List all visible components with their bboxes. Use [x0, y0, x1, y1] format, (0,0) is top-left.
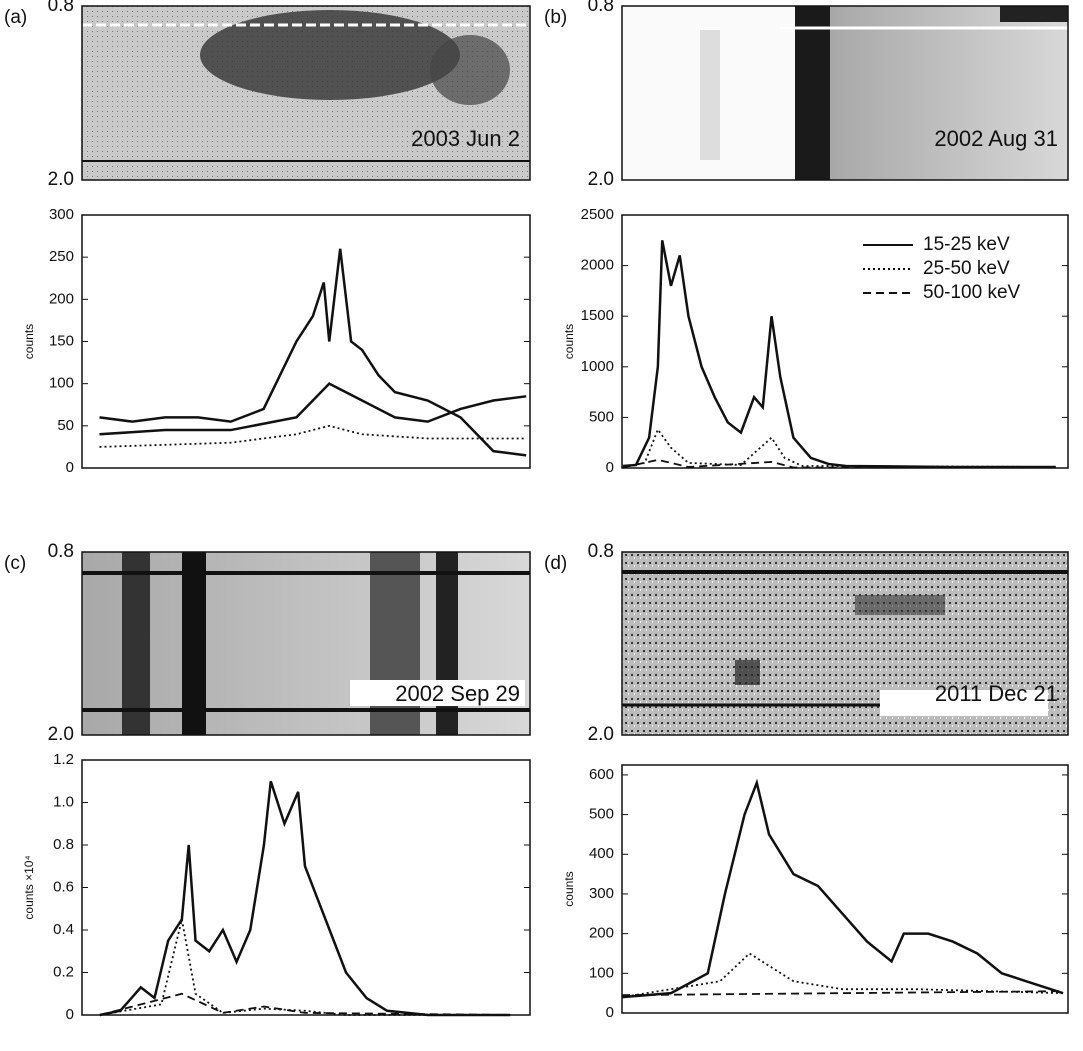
y-tick-label: 1.2 — [53, 751, 74, 768]
y-tick-label: 0 — [66, 1006, 74, 1023]
y-tick-label: 2500 — [581, 206, 614, 223]
y-tick-label: 0.6 — [53, 878, 74, 895]
legend-label: 25-50 keV — [923, 258, 1010, 279]
y-tick-label: 2000 — [581, 257, 614, 274]
data-line — [99, 382, 527, 436]
plot-frame — [81, 551, 531, 736]
panel-label: (a) — [4, 7, 27, 28]
y-tick-label: 0 — [66, 459, 74, 476]
data-line — [622, 458, 1056, 469]
y-axis-label: counts — [562, 324, 576, 359]
data-line — [621, 778, 1064, 999]
date-annotation: 2011 Dec 21 — [935, 681, 1058, 706]
panel-label: (c) — [4, 553, 26, 574]
y-tick-label: 0.8 — [53, 836, 74, 853]
y-tick-label: 300 — [589, 885, 614, 902]
y-tick-label: 1000 — [581, 358, 614, 375]
y-tick-label: 0 — [606, 1004, 614, 1021]
plot-frame — [621, 5, 1069, 181]
legend-label: 15-25 keV — [923, 234, 1010, 255]
plot-frame — [81, 759, 531, 1016]
data-line — [99, 919, 511, 1016]
y-tick-label: 400 — [589, 845, 614, 862]
y-tick-label: 0.8 — [48, 0, 74, 16]
y-tick-label: 1500 — [581, 307, 614, 324]
y-tick-label: 0.8 — [588, 0, 614, 16]
data-line — [621, 952, 1064, 999]
spectrogram-image — [82, 6, 530, 180]
data-line — [99, 248, 527, 457]
y-tick-label: 150 — [49, 332, 74, 349]
date-annotation: 2002 Sep 29 — [395, 681, 520, 706]
y-axis-label: counts — [562, 871, 576, 906]
data-line — [99, 992, 511, 1016]
y-tick-label: 200 — [589, 925, 614, 942]
data-line — [622, 427, 1056, 468]
y-tick-label: 100 — [589, 964, 614, 981]
y-tick-label: 2.0 — [48, 724, 74, 745]
plot-frame — [621, 551, 1069, 736]
spectrogram-image — [622, 552, 1068, 735]
panel-label: (d) — [544, 553, 567, 574]
y-tick-label: 2.0 — [588, 169, 614, 190]
spectrogram-image — [622, 6, 1068, 180]
y-tick-label: 600 — [589, 766, 614, 783]
panel-label: (b) — [544, 7, 567, 28]
y-tick-label: 0.4 — [53, 921, 74, 938]
data-line — [99, 424, 527, 448]
y-tick-label: 50 — [57, 417, 74, 434]
y-axis-label: counts ×10⁴ — [22, 855, 36, 919]
y-tick-label: 500 — [589, 408, 614, 425]
date-annotation: 2002 Aug 31 — [934, 126, 1058, 151]
y-tick-label: 0.8 — [48, 541, 74, 562]
y-tick-label: 1.0 — [53, 793, 74, 810]
y-tick-label: 2.0 — [48, 169, 74, 190]
y-tick-label: 200 — [49, 290, 74, 307]
data-line — [622, 240, 1056, 469]
y-axis-label: counts — [22, 324, 36, 359]
plot-frame — [81, 5, 531, 181]
y-tick-label: 500 — [589, 806, 614, 823]
legend-label: 50-100 keV — [923, 282, 1021, 303]
y-tick-label: 300 — [49, 206, 74, 223]
data-line — [99, 780, 511, 1017]
data-line — [621, 990, 1064, 997]
spectrogram-image — [82, 552, 530, 735]
y-tick-label: 250 — [49, 248, 74, 265]
y-tick-label: 0.8 — [588, 541, 614, 562]
y-tick-label: 0.2 — [53, 963, 74, 980]
date-annotation: 2003 Jun 2 — [411, 126, 520, 151]
y-tick-label: 2.0 — [588, 724, 614, 745]
plot-frame — [621, 764, 1069, 1014]
y-tick-label: 0 — [606, 459, 614, 476]
y-tick-label: 100 — [49, 375, 74, 392]
